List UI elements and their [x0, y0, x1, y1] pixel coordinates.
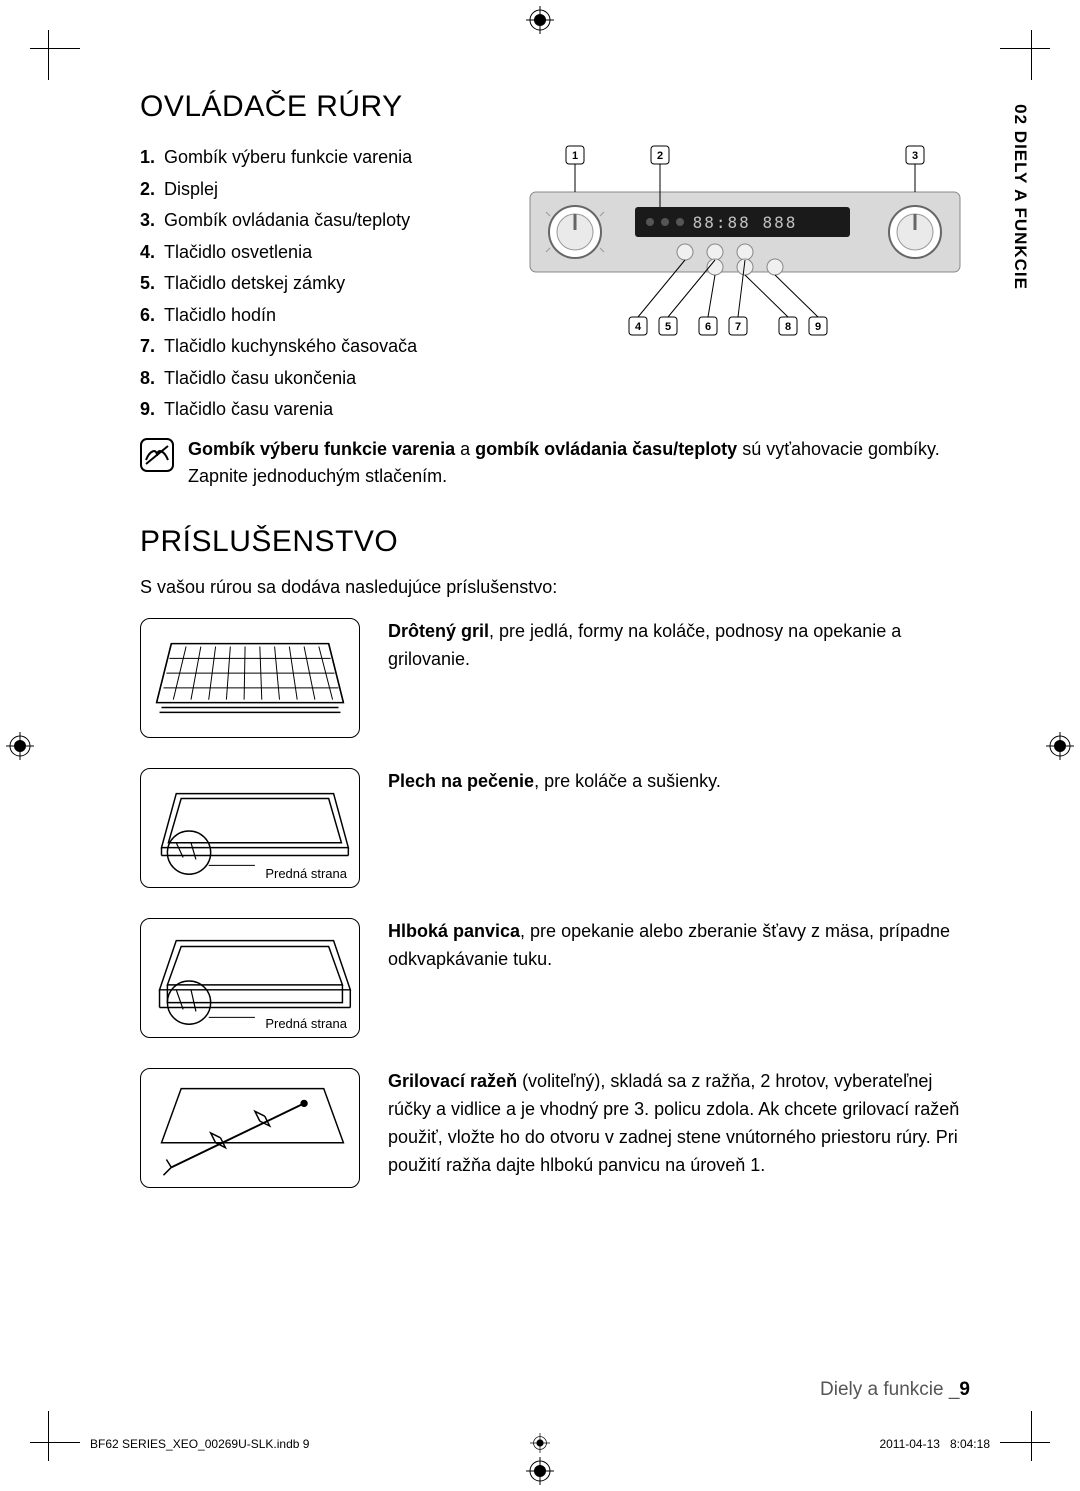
- note-icon: [140, 438, 174, 472]
- deep-pan-illustration: Predná strana: [140, 918, 360, 1038]
- control-panel-diagram: 88:88 888: [520, 142, 970, 352]
- svg-text:4: 4: [635, 321, 642, 333]
- rotisserie-illustration: [140, 1068, 360, 1188]
- list-item: Displej: [164, 179, 218, 199]
- list-item: Gombík ovládania času/teploty: [164, 210, 410, 230]
- note-text: Gombík výberu funkcie varenia a gombík o…: [188, 436, 970, 492]
- svg-text:2: 2: [657, 150, 663, 162]
- svg-text:5: 5: [665, 321, 671, 333]
- list-item: Gombík výberu funkcie varenia: [164, 147, 412, 167]
- wire-grill-illustration: [140, 618, 360, 738]
- registration-mark-icon: [1046, 732, 1074, 760]
- svg-text:8: 8: [785, 321, 791, 333]
- registration-mark-icon: [6, 732, 34, 760]
- svg-text:7: 7: [735, 321, 741, 333]
- registration-mark-icon: [526, 6, 554, 34]
- list-item: Tlačidlo kuchynského časovača: [164, 336, 417, 356]
- svg-text:9: 9: [815, 321, 821, 333]
- accessory-text: Grilovací ražeň (voliteľný), skladá sa z…: [388, 1068, 970, 1180]
- page-footer-section: Diely a funkcie _9: [820, 1379, 970, 1401]
- baking-tray-illustration: Predná strana: [140, 768, 360, 888]
- side-tab: 02 DIELY A FUNKCIE: [1010, 104, 1030, 290]
- svg-text:6: 6: [705, 321, 711, 333]
- registration-mark-icon: [526, 1457, 554, 1485]
- accessory-text: Plech na pečenie, pre koláče a sušienky.: [388, 768, 970, 796]
- section-heading-accessories: PRÍSLUŠENSTVO: [140, 525, 970, 559]
- list-item: Tlačidlo času ukončenia: [164, 368, 356, 388]
- svg-text:3: 3: [912, 150, 918, 162]
- front-label: Predná strana: [263, 1016, 349, 1031]
- list-item: Tlačidlo detskej zámky: [164, 273, 345, 293]
- accessory-text: Hlboká panvica, pre opekanie alebo zbera…: [388, 918, 970, 974]
- print-footer: BF62 SERIES_XEO_00269U-SLK.indb 9 2011-0…: [90, 1437, 990, 1451]
- list-item: Tlačidlo osvetlenia: [164, 242, 312, 262]
- list-item: Tlačidlo hodín: [164, 305, 276, 325]
- accessories-intro: S vašou rúrou sa dodáva nasledujúce prís…: [140, 577, 970, 598]
- section-heading-controls: OVLÁDAČE RÚRY: [140, 90, 970, 124]
- list-item: Tlačidlo času varenia: [164, 399, 333, 419]
- svg-text:88:88 888: 88:88 888: [693, 213, 798, 232]
- front-label: Predná strana: [263, 866, 349, 881]
- svg-text:1: 1: [572, 150, 578, 162]
- accessory-text: Drôtený gril, pre jedlá, formy na koláče…: [388, 618, 970, 674]
- controls-list: 1.Gombík výberu funkcie varenia 2.Disple…: [140, 142, 490, 426]
